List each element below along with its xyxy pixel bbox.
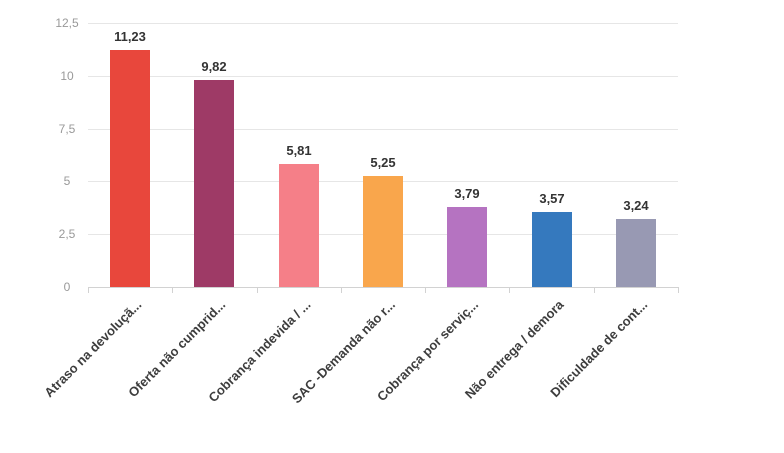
x-axis-tick	[594, 287, 595, 293]
bar-value-label: 3,79	[454, 186, 480, 201]
bar-value-label: 9,82	[201, 59, 227, 74]
gridline	[88, 76, 678, 77]
bar-value-label: 5,25	[370, 155, 396, 170]
bar-value-label: 3,57	[539, 191, 565, 206]
bar[interactable]	[447, 207, 487, 287]
x-axis-tick	[257, 287, 258, 293]
y-tick-label: 12,5	[55, 16, 79, 30]
x-axis-tick	[425, 287, 426, 293]
x-axis-tick	[509, 287, 510, 293]
bar-value-label: 11,23	[114, 29, 146, 44]
x-axis-line	[88, 287, 678, 288]
category-label: Oferta não cumprid...	[125, 297, 229, 401]
bar[interactable]	[110, 50, 150, 287]
bar[interactable]	[194, 80, 234, 287]
x-axis-tick	[172, 287, 173, 293]
bar-value-label: 5,81	[286, 143, 312, 158]
bar[interactable]	[279, 164, 319, 287]
x-axis-tick	[678, 287, 679, 293]
y-tick-label: 10	[60, 69, 74, 83]
y-tick-label: 2,5	[58, 227, 76, 241]
bar[interactable]	[363, 176, 403, 287]
y-tick-label: 5	[63, 174, 71, 188]
gridline	[88, 129, 678, 130]
bar-value-label: 3,24	[623, 198, 649, 213]
gridline	[88, 23, 678, 24]
y-tick-label: 0	[63, 280, 71, 294]
bar[interactable]	[532, 212, 572, 287]
x-axis-tick	[341, 287, 342, 293]
x-axis-tick	[88, 287, 89, 293]
category-label: Dificuldade de cont...	[547, 297, 651, 401]
bar[interactable]	[616, 219, 656, 287]
y-tick-label: 7,5	[58, 122, 76, 136]
